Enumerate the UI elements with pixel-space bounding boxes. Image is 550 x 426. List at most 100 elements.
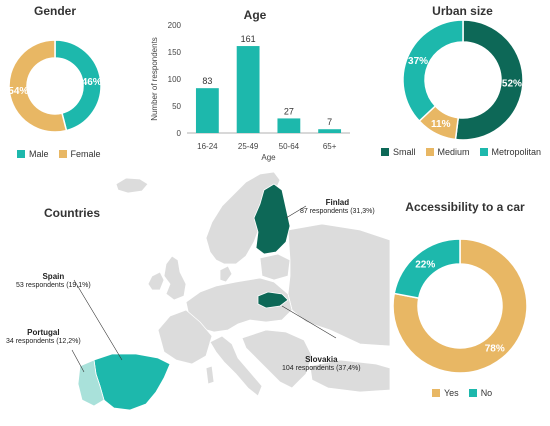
portugal-connector	[71, 349, 85, 373]
portugal-shape	[77, 359, 105, 407]
baltics-shape	[259, 253, 291, 281]
slovakia-name: Slovakia	[305, 355, 338, 364]
finland-label: Finlad 87 respondents (31,3%)	[300, 198, 375, 216]
age-bar-16-24	[195, 88, 219, 133]
balkans-shape	[241, 329, 313, 389]
gender-legend-female-label: Female	[70, 149, 101, 159]
portugal-detail: 34 respondents (12,2%)	[6, 338, 81, 345]
europe-map	[71, 171, 390, 411]
car-legend: Yes No	[432, 388, 492, 398]
gender-legend: Male Female	[17, 149, 101, 159]
finland-connector	[285, 205, 307, 219]
age-x-tick-label: 25-49	[238, 142, 259, 151]
car-slice-yes	[392, 238, 528, 374]
gender-value-label-female: 54%	[8, 86, 28, 97]
gender-slice-female	[8, 39, 68, 133]
countries-title: Countries	[43, 206, 100, 220]
urban-legend: Small Medium Metropolitan	[381, 147, 541, 157]
gender-title: Gender	[33, 4, 76, 18]
urban-slice-metropolitan	[402, 19, 464, 123]
car-legend-no-label: No	[480, 388, 493, 398]
age-bar-65+	[318, 129, 342, 133]
no-swatch	[468, 389, 477, 397]
car-legend-yes-label: Yes	[444, 388, 459, 398]
car-legend-yes: Yes	[432, 388, 459, 398]
east-shape	[287, 223, 390, 347]
gender-legend-female: Female	[58, 149, 101, 159]
spain-connector	[73, 279, 123, 361]
car-donut-chart: 78% 22%	[392, 238, 528, 374]
age-data-label: 27	[284, 106, 294, 116]
urban-value-label-small: 52%	[502, 79, 522, 90]
age-bar-chart: 0 50 100 150 200 83 16-24 161 25-49 27 50-64 7 65+ Ag…	[150, 21, 350, 162]
age-data-label: 83	[202, 76, 212, 86]
age-data-label: 161	[241, 34, 256, 44]
car-value-label-no: 22%	[415, 260, 435, 271]
portugal-name: Portugal	[27, 328, 60, 337]
spain-label: Spain 53 respondents (19,1%)	[16, 272, 91, 290]
gender-slice-male	[54, 39, 102, 132]
denmark-shape	[219, 265, 233, 283]
urban-value-label-medium: 11%	[431, 119, 451, 130]
yes-swatch	[432, 389, 440, 397]
gender-legend-male: Male	[17, 149, 49, 159]
age-y-tick-label: 0	[177, 129, 182, 138]
car-value-label-yes: 78%	[485, 343, 505, 354]
urban-legend-medium-label: Medium	[437, 147, 470, 157]
urban-value-label-metropolitan: 37%	[408, 56, 428, 67]
portugal-label: Portugal 34 respondents (12,2%)	[6, 328, 81, 346]
central-europe-shape	[185, 277, 293, 333]
metropolitan-swatch	[479, 148, 488, 156]
age-data-label: 7	[327, 117, 332, 127]
italy-shape	[209, 335, 263, 397]
age-y-tick-label: 150	[168, 48, 182, 57]
spain-shape	[93, 353, 171, 411]
urban-legend-metropolitan: Metropolitan	[479, 147, 542, 157]
islands-shape	[205, 365, 215, 385]
slovakia-detail: 104 respondents (37,4%)	[282, 365, 361, 372]
urban-title: Urban size	[432, 4, 493, 18]
spain-name: Spain	[42, 272, 65, 281]
age-y-axis-label: Number of respondents	[150, 37, 159, 121]
finland-detail: 87 respondents (31,3%)	[300, 208, 375, 215]
urban-slice-small	[454, 19, 524, 141]
gender-donut-chart: 46% 54%	[8, 39, 102, 133]
urban-donut-chart: 52% 11% 37%	[402, 19, 524, 141]
female-swatch	[58, 150, 67, 158]
urban-legend-medium: Medium	[425, 147, 470, 157]
urban-legend-small: Small	[381, 147, 416, 157]
map-connectors	[71, 205, 337, 373]
age-y-tick-label: 50	[172, 102, 181, 111]
small-swatch	[381, 148, 389, 156]
car-legend-no: No	[468, 388, 493, 398]
france-shape	[157, 309, 213, 365]
urban-legend-metropolitan-label: Metropolitan	[491, 147, 542, 157]
age-bar-50-64	[277, 118, 301, 133]
gender-value-label-male: 46%	[82, 77, 102, 88]
car-title: Accessibility to a car	[405, 200, 525, 214]
slovakia-connector	[281, 305, 337, 339]
age-x-axis-label: Age	[261, 153, 276, 162]
medium-swatch	[425, 148, 434, 156]
iceland-shape	[115, 177, 149, 194]
ireland-shape	[147, 271, 165, 291]
age-bar-25-49	[236, 46, 260, 133]
finland-shape	[253, 183, 291, 255]
male-swatch	[17, 150, 25, 158]
car-slice-no	[393, 238, 461, 300]
age-x-tick-label: 16-24	[197, 142, 218, 151]
age-x-tick-label: 50-64	[279, 142, 300, 151]
age-x-tick-label: 65+	[323, 142, 337, 151]
map-grey-countries	[115, 171, 390, 397]
slovakia-label: Slovakia 104 respondents (37,4%)	[282, 355, 361, 373]
uk-shape	[163, 255, 187, 301]
gender-legend-male-label: Male	[29, 149, 49, 159]
age-title: Age	[243, 8, 267, 22]
age-y-tick-label: 100	[168, 75, 182, 84]
slovakia-shape	[257, 291, 289, 309]
spain-detail: 53 respondents (19,1%)	[16, 282, 91, 289]
age-y-tick-label: 200	[168, 21, 182, 30]
finland-name: Finlad	[325, 198, 350, 207]
turkey-shape	[309, 359, 390, 393]
urban-legend-small-label: Small	[393, 147, 416, 157]
